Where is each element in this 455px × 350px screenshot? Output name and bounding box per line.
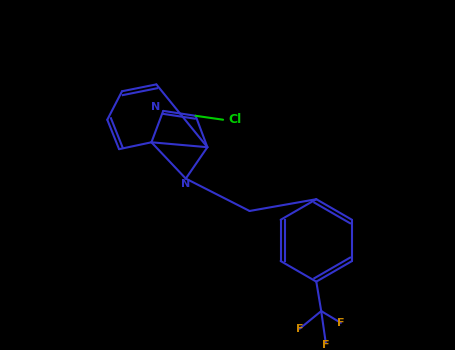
Text: N: N (151, 102, 160, 112)
Text: F: F (296, 324, 303, 334)
Text: F: F (323, 341, 330, 350)
Text: N: N (181, 180, 191, 189)
Text: F: F (337, 318, 344, 328)
Text: Cl: Cl (228, 113, 242, 126)
